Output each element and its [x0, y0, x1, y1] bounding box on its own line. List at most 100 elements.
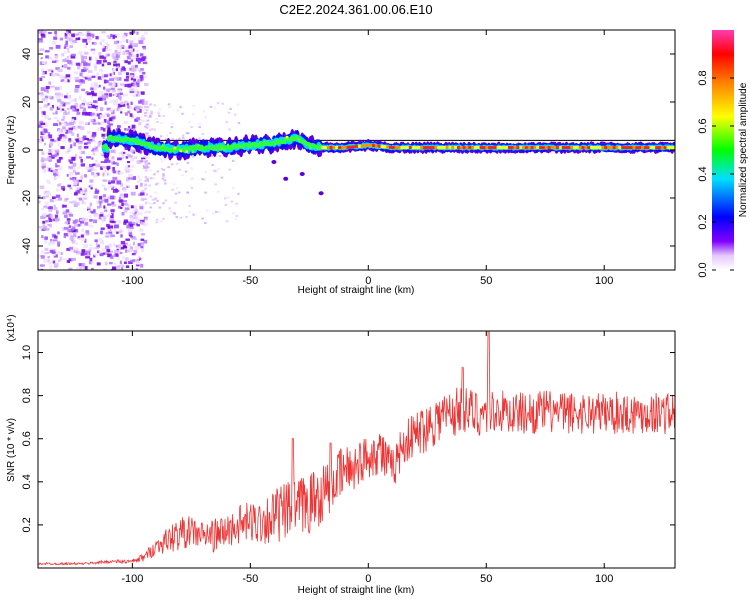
spectrogram-core-cell: [403, 146, 407, 150]
spectrogram-noise-cell: [78, 120, 84, 125]
spectrogram-noise-cell: [44, 115, 49, 120]
spectrogram-ytick-label: 0: [21, 147, 33, 153]
colorbar-ticks: 0.0 0.2 0.4 0.6 0.8: [697, 70, 734, 278]
spectrogram-noise-cell: [54, 173, 57, 177]
spectrogram-noise-cell: [54, 73, 59, 76]
spectrogram-noise-cell: [105, 41, 108, 45]
spectrogram-noise-cell: [229, 107, 232, 110]
spectrogram-noise-cell: [169, 210, 172, 213]
spectrogram-noise-cell: [74, 247, 79, 251]
spectrogram-noise-cell: [104, 198, 109, 203]
spectrogram-noise-cell: [50, 167, 53, 172]
spectrogram-noise-cell: [102, 44, 105, 49]
snr-series-line: [38, 331, 675, 566]
spectrogram-noise-cell: [81, 267, 86, 270]
spectrogram-noise-cell: [112, 56, 118, 60]
spectrogram-noise-cell: [55, 92, 60, 95]
spectrogram-noise-cell: [135, 245, 139, 249]
spectrogram-noise-cell: [73, 233, 77, 238]
spectrogram-noise-cell: [106, 79, 109, 83]
spectrogram-noise-cell: [124, 207, 130, 211]
snr-ytick-label: 0.2: [21, 517, 33, 532]
spectrogram-noise-cell: [112, 93, 115, 97]
spectrogram-core-cell: [573, 146, 577, 150]
spectrogram-noise-cell: [90, 112, 95, 116]
spectrogram-noise-cell: [118, 71, 122, 76]
spectrogram-noise-cell: [74, 219, 78, 223]
spectrogram-noise-cell: [73, 192, 78, 196]
spectrogram-core-cell: [451, 146, 455, 150]
spectrogram-noise-cell: [56, 171, 60, 175]
spectrogram-noise-cell: [92, 139, 96, 143]
spectrogram-core-cell: [556, 146, 560, 150]
spectrogram-core-cell: [570, 146, 574, 150]
spectrogram-core-cell: [612, 146, 616, 150]
spectrogram-noise-cell: [75, 138, 79, 143]
spectrogram-core-cell: [479, 146, 483, 150]
spectrogram-noise-cell: [79, 82, 82, 86]
spectrogram-noise-cell: [128, 125, 131, 129]
spectrogram-noise-cell: [93, 219, 98, 224]
spectrogram-noise-cell: [124, 128, 127, 131]
spectrogram-noise-cell: [63, 204, 67, 208]
spectrogram-noise-cell: [98, 238, 102, 241]
spectrogram-noise-cell: [115, 245, 118, 248]
spectrogram-noise-cell: [47, 117, 52, 120]
spectrogram-noise-cell: [57, 259, 61, 263]
spectrogram-noise-cell: [75, 84, 80, 89]
spectrogram-noise-cell: [97, 127, 100, 132]
spectrogram-noise-cell: [95, 241, 98, 246]
spectrogram-noise-cell: [123, 219, 129, 224]
snr-xtick-label: 0: [365, 573, 371, 585]
spectrogram-noise-cell: [62, 126, 66, 130]
spectrogram-noise-cell: [179, 216, 183, 219]
spectrogram-noise-cell: [90, 83, 93, 88]
spectrogram-noise-cell: [210, 152, 214, 155]
spectrogram-noise-cell: [117, 89, 122, 93]
spectrogram-noise-cell: [76, 111, 81, 115]
spectrogram-noise-cell: [147, 152, 151, 155]
spectrogram-core-cell: [360, 144, 364, 148]
spectrogram-noise-cell: [75, 190, 81, 194]
spectrogram-noise-cell: [66, 30, 71, 35]
spectrogram-noise-cell: [127, 61, 131, 65]
spectrogram-noise-cell: [93, 145, 96, 149]
spectrogram-noise-cell: [190, 125, 193, 128]
spectrogram-noise-cell: [113, 100, 117, 104]
spectrogram-ytick-label: 20: [21, 96, 33, 108]
spectrogram-noise-cell: [104, 133, 108, 137]
spectrogram-noise-cell: [108, 93, 112, 97]
spectrogram-noise-cell: [176, 109, 180, 112]
spectrogram-noise-cell: [112, 34, 118, 38]
spectrogram-noise-cell: [80, 192, 85, 195]
spectrogram-noise-cell: [77, 219, 81, 222]
spectrogram-noise-cell: [99, 202, 102, 207]
spectrogram-noise-cell: [74, 102, 78, 107]
spectrogram-noise-cell: [65, 31, 69, 34]
spectrogram-noise-cell: [84, 138, 89, 141]
spectrogram-noise-cell: [103, 56, 107, 60]
spectrogram-noise-cell: [121, 187, 127, 190]
spectrogram-noise-cell: [39, 106, 43, 110]
spectrogram-xtick-label: 100: [595, 275, 613, 287]
spectrogram-noise-cell: [109, 78, 114, 82]
spectrogram-noise-cell: [109, 73, 112, 77]
spectrogram-noise-cell: [67, 59, 72, 64]
spectrogram-noise-cell: [66, 218, 71, 221]
spectrogram-noise-cell: [104, 95, 109, 99]
spectrogram-noise-cell: [137, 255, 141, 259]
spectrogram-noise-cell: [40, 159, 45, 163]
snr-xlabel: Height of straight line (km): [298, 585, 415, 596]
spectrogram-core-cell: [346, 145, 350, 149]
spectrogram-noise-cell: [115, 93, 121, 97]
spectrogram-noise-cell: [131, 65, 135, 70]
spectrogram-noise-cell: [112, 189, 118, 193]
spectrogram-noise-cell: [88, 112, 92, 116]
spectrogram-noise-cell: [146, 106, 150, 109]
spectrogram-noise-cell: [156, 182, 159, 185]
spectrogram-noise-cell: [98, 51, 102, 56]
spectrogram-core-cell: [394, 146, 398, 150]
spectrogram-noise-cell: [81, 137, 85, 141]
spectrogram-noise-cell: [111, 156, 115, 161]
spectrogram-noise-cell: [78, 156, 83, 159]
